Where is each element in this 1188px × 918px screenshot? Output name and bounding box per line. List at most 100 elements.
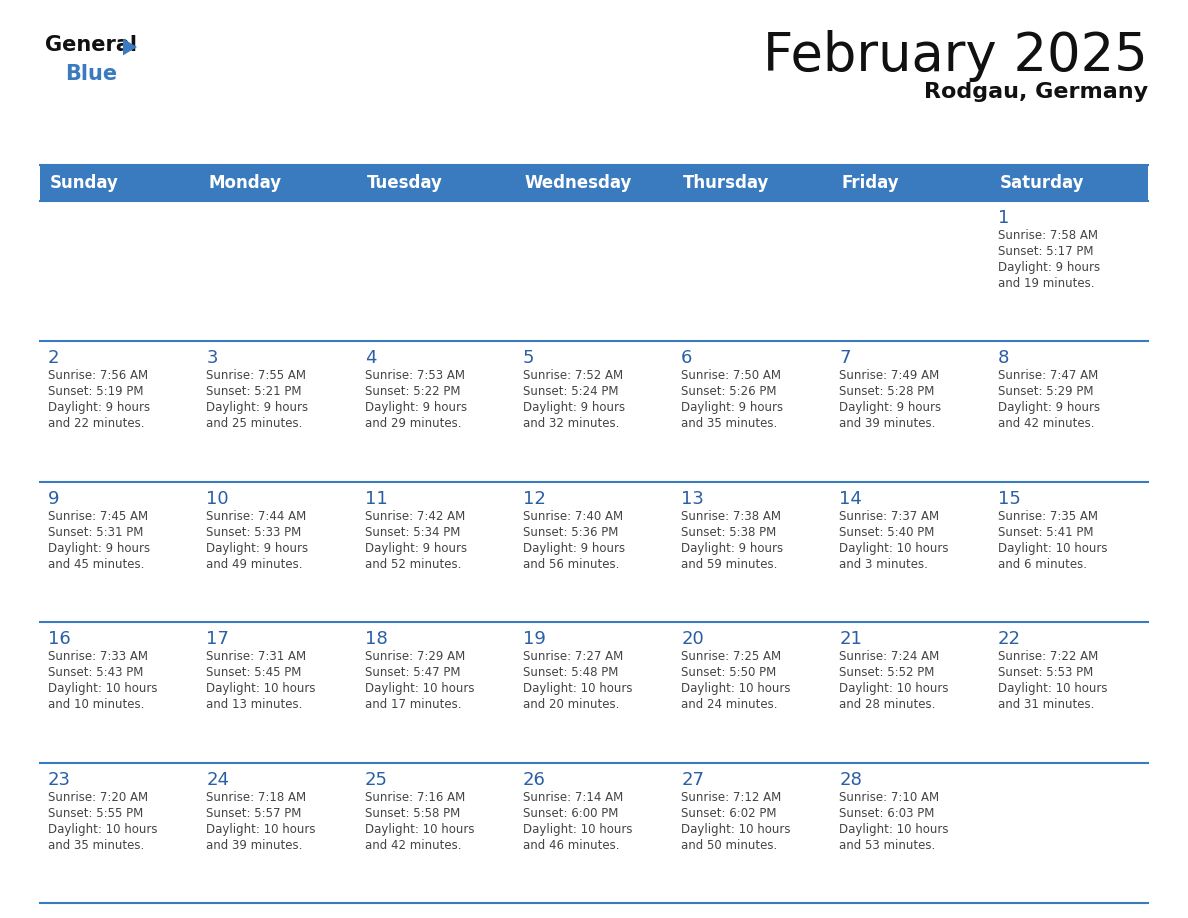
Text: Sunrise: 7:53 AM: Sunrise: 7:53 AM — [365, 369, 465, 383]
Text: Daylight: 9 hours: Daylight: 9 hours — [48, 401, 150, 414]
Text: Daylight: 10 hours: Daylight: 10 hours — [840, 823, 949, 835]
Text: 7: 7 — [840, 350, 851, 367]
Text: Daylight: 9 hours: Daylight: 9 hours — [681, 542, 783, 554]
Text: February 2025: February 2025 — [763, 30, 1148, 82]
Text: 5: 5 — [523, 350, 535, 367]
Text: and 42 minutes.: and 42 minutes. — [365, 839, 461, 852]
Text: 16: 16 — [48, 630, 71, 648]
Text: Thursday: Thursday — [683, 174, 770, 192]
Text: Daylight: 10 hours: Daylight: 10 hours — [365, 823, 474, 835]
Text: Daylight: 10 hours: Daylight: 10 hours — [840, 542, 949, 554]
Bar — [832, 763, 990, 903]
Text: and 29 minutes.: and 29 minutes. — [365, 418, 461, 431]
Text: and 28 minutes.: and 28 minutes. — [840, 699, 936, 711]
Text: Daylight: 10 hours: Daylight: 10 hours — [207, 823, 316, 835]
Bar — [356, 622, 514, 763]
Text: 14: 14 — [840, 490, 862, 508]
Text: Sunset: 5:38 PM: Sunset: 5:38 PM — [681, 526, 777, 539]
Text: Sunrise: 7:16 AM: Sunrise: 7:16 AM — [365, 790, 465, 803]
Text: Sunset: 5:36 PM: Sunset: 5:36 PM — [523, 526, 618, 539]
Text: Sunset: 6:03 PM: Sunset: 6:03 PM — [840, 807, 935, 820]
Bar — [990, 341, 1148, 482]
Text: and 6 minutes.: and 6 minutes. — [998, 558, 1087, 571]
Text: Sunset: 5:22 PM: Sunset: 5:22 PM — [365, 386, 460, 398]
Text: Sunrise: 7:35 AM: Sunrise: 7:35 AM — [998, 509, 1098, 522]
Text: 28: 28 — [840, 770, 862, 789]
Text: and 20 minutes.: and 20 minutes. — [523, 699, 619, 711]
Bar — [356, 201, 514, 341]
Text: and 3 minutes.: and 3 minutes. — [840, 558, 928, 571]
Text: 20: 20 — [681, 630, 704, 648]
Text: and 53 minutes.: and 53 minutes. — [840, 839, 936, 852]
Text: Daylight: 10 hours: Daylight: 10 hours — [681, 682, 791, 695]
Text: Sunrise: 7:58 AM: Sunrise: 7:58 AM — [998, 229, 1098, 242]
Bar — [674, 622, 832, 763]
Text: Daylight: 9 hours: Daylight: 9 hours — [365, 401, 467, 414]
Text: Tuesday: Tuesday — [367, 174, 442, 192]
Bar — [990, 201, 1148, 341]
Bar — [832, 622, 990, 763]
Text: Sunset: 5:50 PM: Sunset: 5:50 PM — [681, 666, 777, 679]
Bar — [674, 763, 832, 903]
Text: Sunrise: 7:47 AM: Sunrise: 7:47 AM — [998, 369, 1098, 383]
Text: Saturday: Saturday — [1000, 174, 1085, 192]
Bar — [40, 763, 198, 903]
Text: 12: 12 — [523, 490, 545, 508]
Text: 6: 6 — [681, 350, 693, 367]
Text: and 13 minutes.: and 13 minutes. — [207, 699, 303, 711]
Bar — [674, 201, 832, 341]
Text: Daylight: 9 hours: Daylight: 9 hours — [998, 401, 1100, 414]
Text: Daylight: 10 hours: Daylight: 10 hours — [365, 682, 474, 695]
Bar — [40, 622, 198, 763]
Text: 3: 3 — [207, 350, 217, 367]
Bar — [198, 201, 356, 341]
Text: Sunrise: 7:14 AM: Sunrise: 7:14 AM — [523, 790, 624, 803]
Text: and 32 minutes.: and 32 minutes. — [523, 418, 619, 431]
Polygon shape — [124, 39, 137, 55]
Text: Monday: Monday — [208, 174, 282, 192]
Text: Sunrise: 7:52 AM: Sunrise: 7:52 AM — [523, 369, 623, 383]
Text: 9: 9 — [48, 490, 59, 508]
Text: Sunrise: 7:49 AM: Sunrise: 7:49 AM — [840, 369, 940, 383]
Bar — [990, 622, 1148, 763]
Text: Daylight: 10 hours: Daylight: 10 hours — [523, 682, 632, 695]
Text: Sunrise: 7:22 AM: Sunrise: 7:22 AM — [998, 650, 1098, 663]
Text: Daylight: 10 hours: Daylight: 10 hours — [998, 542, 1107, 554]
Text: Sunset: 5:58 PM: Sunset: 5:58 PM — [365, 807, 460, 820]
Text: 18: 18 — [365, 630, 387, 648]
Bar — [674, 482, 832, 622]
Text: Friday: Friday — [841, 174, 899, 192]
Text: 19: 19 — [523, 630, 545, 648]
Text: and 25 minutes.: and 25 minutes. — [207, 418, 303, 431]
Text: and 19 minutes.: and 19 minutes. — [998, 277, 1094, 290]
Text: Sunrise: 7:44 AM: Sunrise: 7:44 AM — [207, 509, 307, 522]
Text: Daylight: 10 hours: Daylight: 10 hours — [998, 682, 1107, 695]
Text: Daylight: 9 hours: Daylight: 9 hours — [523, 401, 625, 414]
Text: Sunrise: 7:40 AM: Sunrise: 7:40 AM — [523, 509, 623, 522]
Text: Sunset: 5:28 PM: Sunset: 5:28 PM — [840, 386, 935, 398]
Bar — [40, 165, 1148, 201]
Text: and 45 minutes.: and 45 minutes. — [48, 558, 145, 571]
Text: Sunrise: 7:18 AM: Sunrise: 7:18 AM — [207, 790, 307, 803]
Text: Daylight: 10 hours: Daylight: 10 hours — [48, 823, 158, 835]
Text: Sunset: 5:34 PM: Sunset: 5:34 PM — [365, 526, 460, 539]
Text: and 46 minutes.: and 46 minutes. — [523, 839, 619, 852]
Bar — [40, 201, 198, 341]
Text: 10: 10 — [207, 490, 229, 508]
Bar — [514, 341, 674, 482]
Text: Sunrise: 7:31 AM: Sunrise: 7:31 AM — [207, 650, 307, 663]
Text: Daylight: 10 hours: Daylight: 10 hours — [523, 823, 632, 835]
Text: 23: 23 — [48, 770, 71, 789]
Text: and 50 minutes.: and 50 minutes. — [681, 839, 777, 852]
Bar — [832, 482, 990, 622]
Text: Daylight: 10 hours: Daylight: 10 hours — [207, 682, 316, 695]
Bar — [356, 763, 514, 903]
Bar — [356, 482, 514, 622]
Text: 22: 22 — [998, 630, 1020, 648]
Bar — [198, 341, 356, 482]
Text: Daylight: 9 hours: Daylight: 9 hours — [840, 401, 942, 414]
Text: Blue: Blue — [65, 64, 118, 84]
Text: Sunrise: 7:55 AM: Sunrise: 7:55 AM — [207, 369, 307, 383]
Text: Daylight: 9 hours: Daylight: 9 hours — [681, 401, 783, 414]
Text: 8: 8 — [998, 350, 1009, 367]
